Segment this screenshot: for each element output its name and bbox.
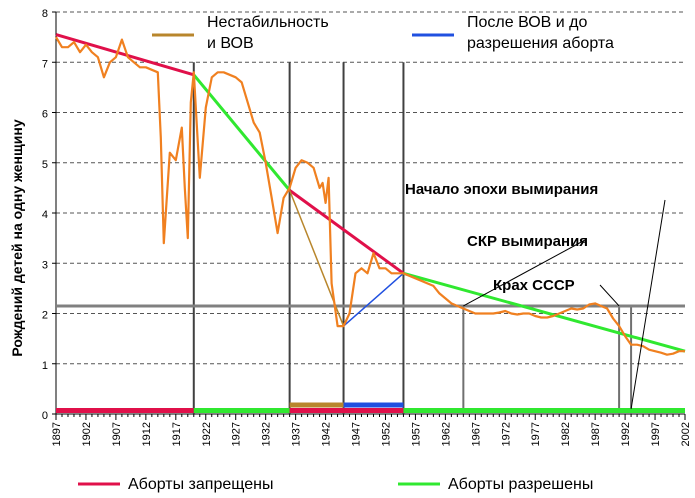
legend-label: разрешения аборта	[467, 35, 614, 52]
annotation-pointer	[463, 239, 586, 307]
x-tick-label: 1897	[51, 422, 63, 446]
annotation-pointer	[599, 284, 620, 307]
x-tick-label: 1952	[380, 422, 392, 446]
legend-label: и ВОВ	[207, 35, 254, 52]
y-tick-label: 4	[42, 209, 48, 221]
y-tick-label: 7	[42, 58, 48, 70]
x-axis-ticks: 1897 1902 1907 1912 1917 1922 1927 1932 1937 1942…	[51, 414, 692, 446]
x-tick-label: 1932	[261, 422, 273, 446]
y-tick-label: 5	[42, 159, 48, 171]
x-tick-label: 1982	[560, 422, 572, 446]
x-tick-label: 2002	[680, 422, 692, 446]
tfr-series	[55, 36, 685, 356]
x-tick-label: 1972	[500, 422, 512, 446]
y-axis-ticks: 0 1 2 3 4 5 6 7 8	[42, 8, 56, 422]
x-tick-label: 1992	[620, 422, 632, 446]
legend: Нестабильность и ВОВ После ВОВ и до разреше…	[78, 14, 614, 493]
y-tick-label: 3	[42, 259, 48, 271]
legend-label: Аборты разрешены	[448, 476, 593, 493]
x-tick-label: 1962	[440, 422, 452, 446]
x-tick-label: 1902	[81, 422, 93, 446]
annotation-label: Крах СССР	[493, 277, 575, 294]
y-tick-label: 2	[42, 310, 48, 322]
x-tick-label: 1967	[470, 422, 482, 446]
grid	[55, 11, 685, 415]
x-tick-label: 1987	[590, 422, 602, 446]
annotation-label: Начало эпохи вымирания	[405, 181, 598, 198]
period-bars	[56, 402, 685, 413]
y-tick-label: 6	[42, 109, 48, 121]
trend-lines	[55, 33, 686, 353]
annotation-label: СКР вымирания	[467, 233, 588, 250]
y-tick-label: 8	[42, 8, 48, 20]
y-tick-label: 1	[42, 360, 48, 372]
x-tick-label: 1937	[291, 422, 303, 446]
legend-label: После ВОВ и до	[467, 14, 588, 31]
annotations: Начало эпохи вымирания СКР вымирания Крах …	[405, 181, 666, 410]
trend-line	[288, 189, 405, 275]
y-tick-label: 0	[42, 410, 48, 422]
x-tick-label: 1977	[530, 422, 542, 446]
y-axis-label: Рождений детей на одну женщину	[9, 119, 25, 357]
legend-label: Нестабильность	[207, 14, 329, 31]
annotation-pointer	[630, 199, 666, 410]
x-tick-label: 1957	[410, 422, 422, 446]
x-tick-label: 1927	[231, 422, 243, 446]
tfr-line	[55, 36, 685, 356]
x-tick-label: 1907	[111, 422, 123, 446]
x-tick-label: 1942	[321, 422, 333, 446]
x-tick-label: 1912	[141, 422, 153, 446]
trend-line	[403, 271, 686, 353]
x-tick-label: 1922	[201, 422, 213, 446]
x-tick-label: 1917	[171, 422, 183, 446]
legend-label: Аборты запрещены	[128, 476, 273, 493]
trend-line	[55, 33, 195, 77]
x-tick-label: 1947	[351, 422, 363, 446]
trend-line	[192, 73, 291, 192]
x-tick-label: 1997	[650, 422, 662, 446]
trend-line	[343, 272, 404, 327]
